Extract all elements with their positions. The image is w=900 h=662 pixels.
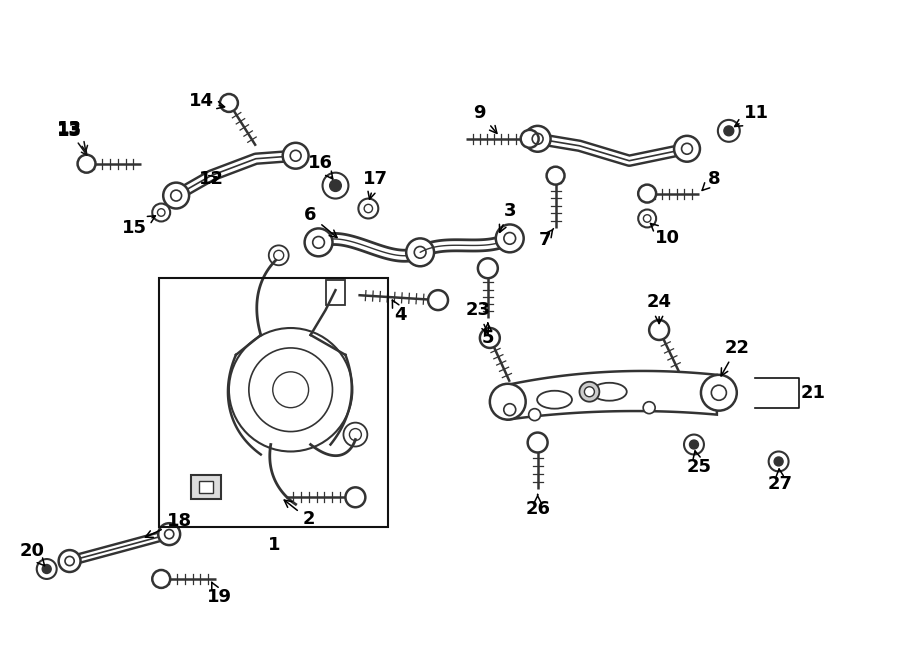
Circle shape	[689, 440, 698, 449]
Circle shape	[504, 404, 516, 416]
Circle shape	[42, 565, 51, 573]
Text: 13: 13	[57, 122, 82, 140]
Circle shape	[346, 487, 365, 507]
Text: 10: 10	[651, 224, 680, 248]
Circle shape	[769, 451, 788, 471]
Text: 26: 26	[525, 495, 550, 518]
Circle shape	[724, 126, 733, 136]
Circle shape	[152, 570, 170, 588]
Text: 21: 21	[801, 384, 826, 402]
Circle shape	[322, 173, 348, 199]
Circle shape	[527, 432, 547, 453]
Bar	[191, 475, 221, 499]
Text: 19: 19	[206, 582, 231, 606]
Circle shape	[584, 387, 594, 397]
Bar	[326, 280, 346, 305]
Circle shape	[406, 238, 434, 266]
Text: 7: 7	[538, 228, 554, 250]
Circle shape	[674, 136, 700, 162]
Circle shape	[152, 203, 170, 222]
Circle shape	[480, 328, 500, 348]
Text: 1: 1	[267, 536, 280, 554]
Circle shape	[638, 185, 656, 203]
Circle shape	[580, 382, 599, 402]
Text: 15: 15	[122, 216, 156, 238]
Text: 23: 23	[465, 301, 491, 334]
Circle shape	[163, 183, 189, 209]
Circle shape	[521, 130, 538, 148]
Text: 12: 12	[199, 169, 223, 187]
Circle shape	[638, 209, 656, 228]
Text: 6: 6	[304, 207, 337, 238]
Bar	[199, 481, 213, 493]
Text: 18: 18	[146, 512, 192, 538]
Circle shape	[478, 258, 498, 278]
Circle shape	[329, 180, 341, 191]
Circle shape	[496, 224, 524, 252]
Circle shape	[283, 143, 309, 169]
Text: 13: 13	[57, 120, 82, 138]
Circle shape	[158, 523, 180, 545]
Ellipse shape	[537, 391, 572, 408]
Text: 14: 14	[188, 92, 225, 110]
Text: 11: 11	[734, 104, 770, 126]
Circle shape	[649, 320, 669, 340]
Circle shape	[525, 126, 551, 152]
Text: 17: 17	[363, 169, 388, 199]
Text: 9: 9	[473, 104, 497, 133]
Circle shape	[718, 120, 740, 142]
Text: 5: 5	[482, 323, 494, 347]
Text: 25: 25	[687, 451, 712, 477]
Bar	[159, 278, 388, 527]
Circle shape	[220, 94, 238, 112]
Text: 16: 16	[308, 154, 333, 179]
Text: 22: 22	[721, 339, 750, 376]
Circle shape	[774, 457, 783, 466]
Circle shape	[701, 375, 737, 410]
Circle shape	[528, 408, 541, 420]
Circle shape	[58, 550, 81, 572]
Text: 3: 3	[500, 201, 516, 232]
Text: 20: 20	[19, 542, 45, 566]
Circle shape	[684, 434, 704, 455]
Text: 8: 8	[702, 169, 720, 191]
Text: 13: 13	[57, 120, 82, 138]
Circle shape	[490, 384, 526, 420]
Circle shape	[77, 155, 95, 173]
Circle shape	[358, 199, 378, 218]
Circle shape	[304, 228, 332, 256]
Circle shape	[644, 402, 655, 414]
Ellipse shape	[592, 383, 626, 401]
Circle shape	[37, 559, 57, 579]
Circle shape	[428, 290, 448, 310]
Text: 24: 24	[646, 293, 671, 324]
Polygon shape	[508, 371, 717, 420]
Text: 2: 2	[284, 500, 315, 528]
Text: 4: 4	[392, 300, 407, 324]
Circle shape	[546, 167, 564, 185]
Text: 27: 27	[768, 469, 793, 493]
